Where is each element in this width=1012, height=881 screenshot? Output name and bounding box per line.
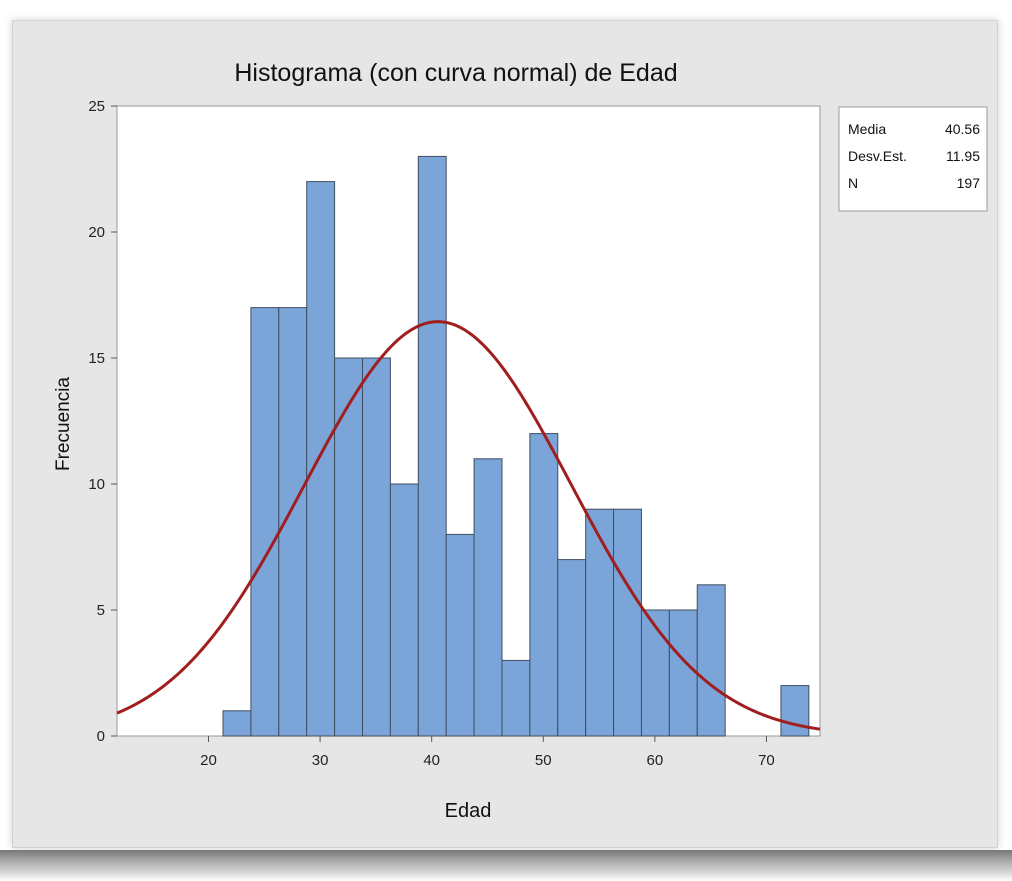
y-tick-label-20: 20: [88, 224, 105, 241]
y-tick-label-10: 10: [88, 476, 105, 493]
x-axis-label: Edad: [445, 800, 492, 822]
x-axis: 20 30 40 50 60 70: [200, 736, 775, 769]
chart-frame: Histograma (con curva normal) de Edad 0 5…: [12, 20, 998, 848]
x-tick-label-40: 40: [423, 752, 440, 769]
histogram-bar-3: [306, 181, 336, 737]
x-tick-label-20: 20: [200, 752, 217, 769]
legend-desvest-value: 11.95: [946, 148, 980, 164]
histogram-bar-6: [389, 483, 419, 737]
legend-n-value: 197: [957, 175, 981, 191]
histogram-bar-4: [334, 357, 364, 737]
histogram-bar-9: [473, 458, 503, 737]
x-tick-label-60: 60: [647, 752, 664, 769]
legend-desvest-label: Desv.Est.: [848, 148, 907, 164]
histogram-bar-1: [250, 307, 280, 737]
histogram-bar-15: [640, 609, 670, 737]
histogram-bar-0: [222, 710, 252, 737]
y-tick-label-25: 25: [88, 98, 105, 115]
y-tick-label-0: 0: [97, 728, 105, 745]
histogram-bar-2: [278, 307, 308, 737]
histogram-bar-13: [585, 508, 615, 737]
legend-box: [838, 106, 988, 212]
histogram-bar-5: [361, 357, 391, 737]
histogram-bar-18: [780, 685, 810, 737]
y-axis-label: Frecuencia: [53, 377, 74, 471]
x-tick-label-50: 50: [535, 752, 552, 769]
histogram-bar-7: [417, 155, 447, 737]
histogram-bar-17: [696, 584, 726, 737]
x-tick-label-30: 30: [312, 752, 329, 769]
histogram-bar-14: [613, 508, 642, 737]
legend-n-label: N: [848, 175, 858, 191]
normal-curve: [116, 320, 821, 731]
histogram-bar-10: [501, 659, 531, 737]
histogram-bar-11: [529, 433, 559, 737]
x-tick-label-70: 70: [758, 752, 775, 769]
bottom-shadow: [0, 850, 1012, 881]
legend-media-value: 40.56: [945, 121, 980, 137]
chart-title: Histograma (con curva normal) de Edad: [234, 59, 677, 87]
y-tick-label-5: 5: [97, 602, 105, 619]
stats-legend: Media 40.56 Desv.Est. 11.95 N 197: [838, 106, 988, 212]
y-axis: 0 5 10 15 20 25: [88, 98, 117, 745]
y-tick-label-15: 15: [88, 350, 105, 367]
histogram-chart: Histograma (con curva normal) de Edad 0 5…: [53, 59, 988, 822]
normal-curve-layer: [116, 320, 821, 731]
histogram-bar-16: [668, 609, 698, 737]
legend-media-label: Media: [848, 121, 886, 137]
histogram-bar-12: [557, 559, 587, 737]
histogram-bar-8: [445, 533, 475, 737]
